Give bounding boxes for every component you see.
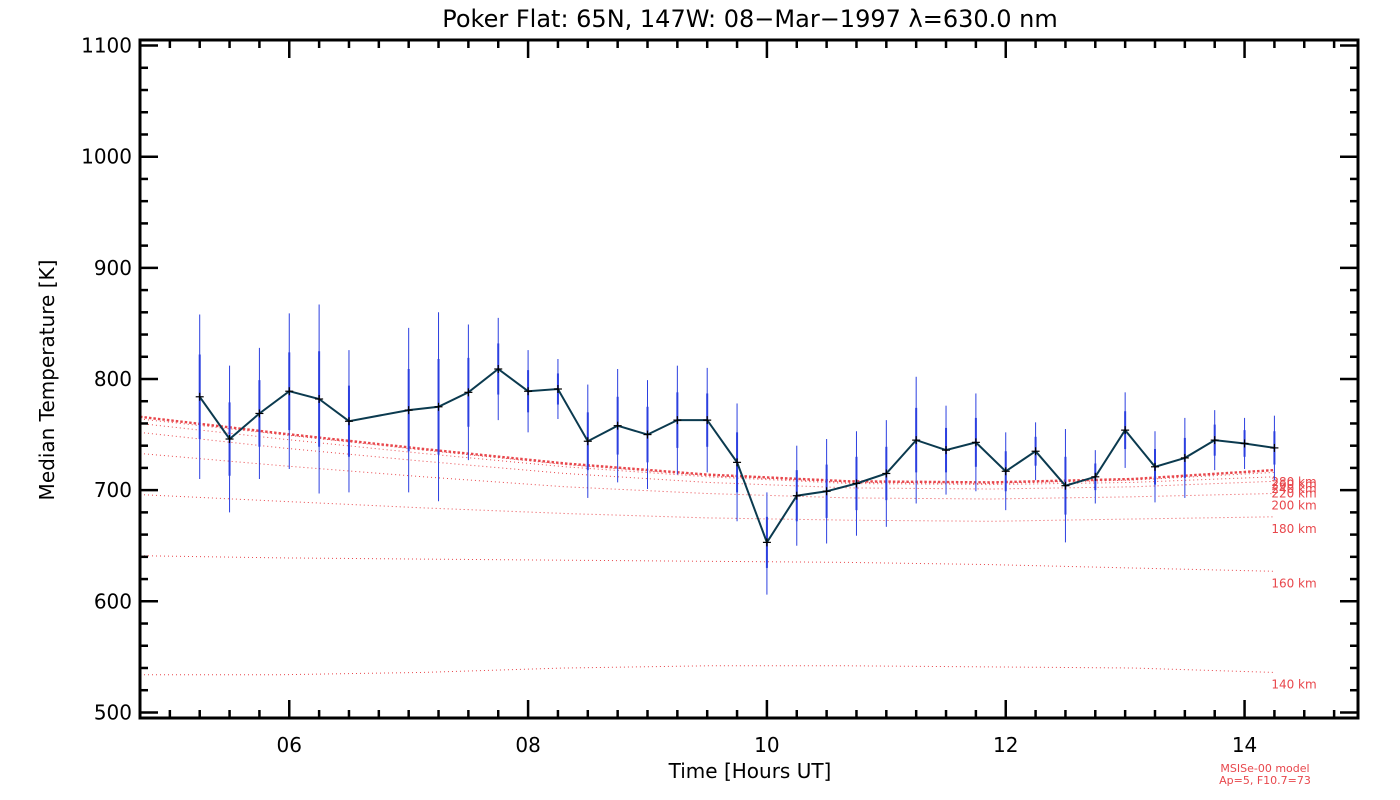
model-label-180km: 180 km	[1271, 522, 1316, 536]
x-tick-label: 06	[277, 733, 302, 757]
y-tick-label: 1100	[81, 34, 132, 58]
data-point	[762, 538, 771, 547]
model-label-160km: 160 km	[1271, 576, 1316, 590]
data-point	[1270, 443, 1279, 452]
y-axis-title: Median Temperature [K]	[35, 260, 59, 501]
data-point	[733, 458, 742, 467]
model-curve-280km	[139, 415, 1275, 484]
model-label-200km: 200 km	[1271, 498, 1316, 512]
model-name-note: MSISe-00 model	[1220, 762, 1309, 775]
data-point	[494, 364, 503, 373]
data-point	[822, 487, 831, 496]
data-point	[285, 387, 294, 396]
data-point	[1210, 436, 1219, 445]
model-label-260km: 260 km	[1271, 477, 1316, 491]
x-tick-label: 12	[993, 733, 1018, 757]
axes: 500 600 700 800 900 1000 1100 06 08 10 12 14	[81, 34, 1360, 757]
x-tick-label: 10	[754, 733, 779, 757]
data-point	[942, 446, 951, 455]
model-curve-160km	[139, 555, 1275, 572]
model-curve-140km	[140, 665, 1275, 676]
model-label-220km: 220 km	[1271, 486, 1316, 500]
data-point	[583, 437, 592, 446]
data-point	[434, 402, 443, 411]
plot-frame	[138, 38, 1360, 720]
data-point	[971, 438, 980, 447]
chart-title: Poker Flat: 65N, 147W: 08−Mar−1997 λ=630…	[442, 5, 1058, 33]
data-point	[1240, 439, 1249, 448]
model-label-280km: 280 km	[1271, 475, 1316, 489]
model-curve-200km	[139, 453, 1275, 500]
data-point	[673, 416, 682, 425]
data-point	[1121, 426, 1130, 435]
x-axis-title: Time [Hours UT]	[668, 759, 832, 783]
data-point	[703, 416, 712, 425]
y-tick-label: 800	[94, 367, 132, 391]
y-tick-label: 500	[94, 700, 132, 724]
series-line	[198, 367, 1275, 545]
data-point	[1151, 462, 1159, 471]
data-point	[1031, 447, 1040, 456]
data-point	[1001, 467, 1010, 476]
model-curve-260km	[139, 418, 1275, 485]
data-point	[553, 385, 562, 394]
data-point	[613, 421, 622, 430]
x-tick-label: 08	[515, 733, 540, 757]
data-series	[195, 304, 1279, 595]
data-point	[315, 395, 324, 404]
data-point	[912, 436, 921, 445]
x-tick-label: 14	[1232, 733, 1257, 757]
data-point	[225, 435, 234, 444]
model-curve-240km	[139, 423, 1275, 486]
data-point	[1061, 481, 1070, 490]
data-point	[882, 469, 891, 478]
data-point	[792, 491, 801, 500]
data-point	[404, 406, 413, 415]
model-label-140km: 140 km	[1271, 677, 1316, 691]
data-point	[195, 392, 204, 401]
data-point	[524, 387, 533, 396]
y-tick-label: 900	[94, 256, 132, 280]
data-point	[852, 479, 861, 488]
y-tick-label: 600	[94, 589, 132, 613]
data-point	[1091, 472, 1100, 481]
data-point	[464, 388, 473, 397]
y-tick-label: 1000	[81, 145, 132, 169]
model-params-note: Ap=5, F10.7=73	[1219, 774, 1311, 787]
data-point	[344, 417, 353, 426]
data-point	[255, 409, 264, 418]
model-label-240km: 240 km	[1271, 482, 1316, 496]
data-point	[643, 430, 652, 439]
data-point	[1180, 453, 1189, 462]
y-tick-label: 700	[94, 478, 132, 502]
model-curve-180km	[139, 494, 1275, 522]
